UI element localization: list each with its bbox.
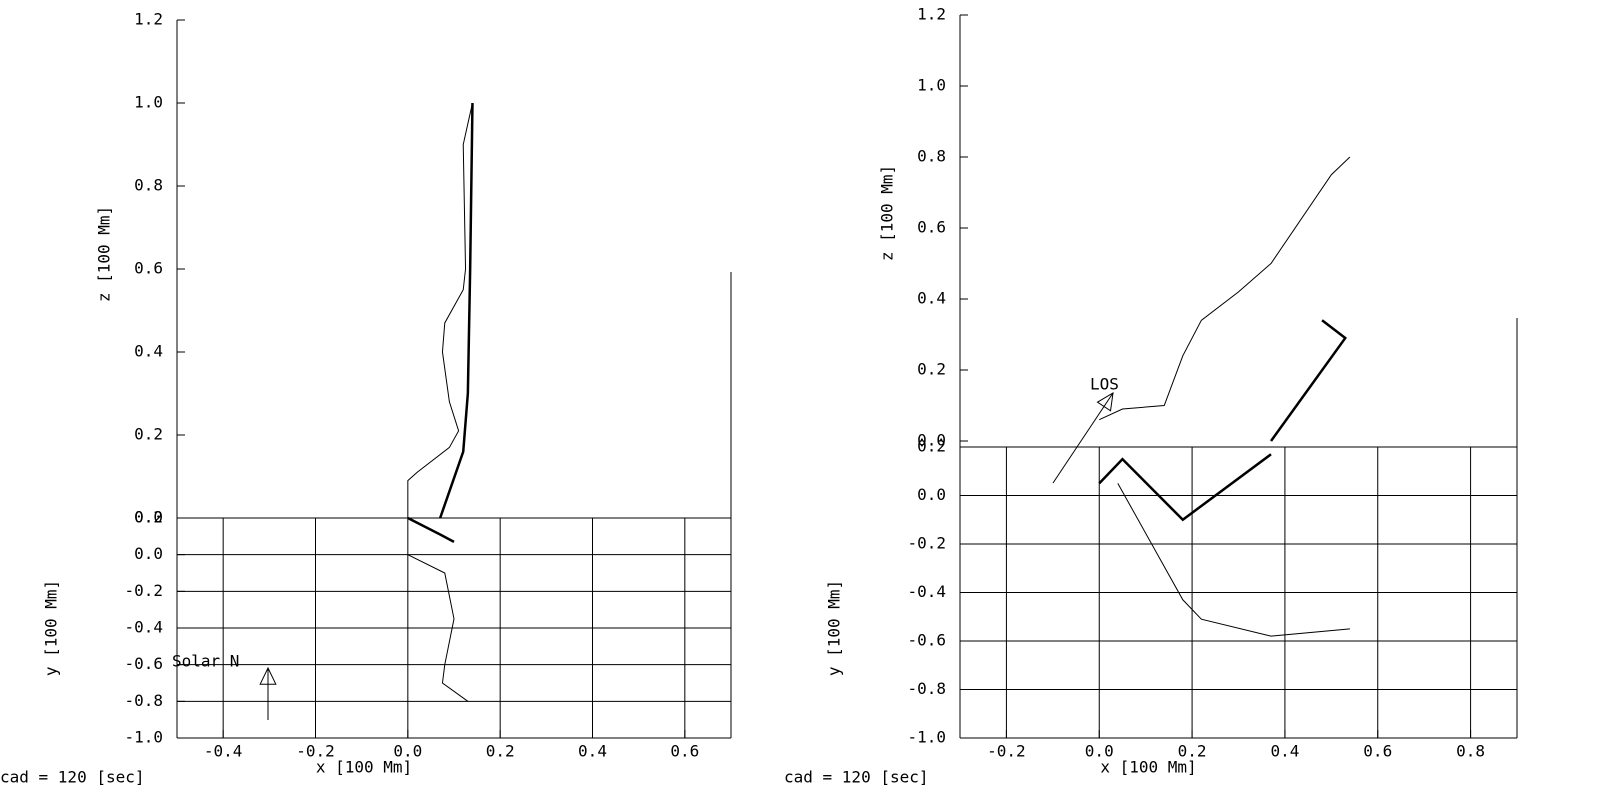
x-tick-label: 0.2 bbox=[486, 742, 515, 761]
x-axis-label: x [100 Mm] bbox=[316, 758, 412, 777]
z-tick-label: 1.0 bbox=[917, 76, 946, 95]
z-tick-label: 0.0 bbox=[134, 508, 163, 527]
y-tick-label: -0.6 bbox=[907, 631, 946, 650]
z-tick-label: 0.2 bbox=[134, 425, 163, 444]
loop-curve bbox=[438, 102, 474, 519]
arrow-head bbox=[1096, 392, 1114, 412]
annotation: Solar N bbox=[172, 652, 239, 671]
y-tick-label: 0.2 bbox=[134, 508, 163, 527]
y-axis-label: y [100 Mm] bbox=[825, 580, 844, 676]
y-tick-label: -0.4 bbox=[124, 618, 163, 637]
annotation: LOS bbox=[1090, 375, 1119, 394]
loop-curve bbox=[407, 102, 473, 518]
y-tick-label: -1.0 bbox=[907, 728, 946, 747]
loop-curve bbox=[407, 554, 469, 702]
y-axis-label: y [100 Mm] bbox=[42, 580, 61, 676]
x-tick-label: 0.4 bbox=[578, 742, 607, 761]
x-tick-label: -0.2 bbox=[987, 742, 1026, 761]
y-tick-label: 0.0 bbox=[134, 544, 163, 563]
loop-curve bbox=[1269, 319, 1347, 442]
z-tick-label: 1.2 bbox=[134, 10, 163, 29]
y-tick-label: 0.0 bbox=[917, 485, 946, 504]
z-tick-label: 1.2 bbox=[917, 5, 946, 24]
z-tick-label: 0.8 bbox=[134, 176, 163, 195]
caption: cad = 120 [sec] bbox=[784, 768, 929, 787]
z-axis-label: z [100 Mm] bbox=[95, 206, 114, 302]
y-tick-label: -0.4 bbox=[907, 582, 946, 601]
z-tick-label: 0.2 bbox=[917, 360, 946, 379]
x-tick-label: 0.0 bbox=[393, 742, 422, 761]
caption: cad = 120 [sec] bbox=[0, 768, 145, 787]
loop-curve bbox=[1117, 483, 1350, 637]
x-tick-label: 0.2 bbox=[1178, 742, 1207, 761]
y-tick-label: -0.6 bbox=[124, 654, 163, 673]
loop-curve bbox=[407, 516, 455, 543]
x-tick-label: 0.6 bbox=[670, 742, 699, 761]
z-axis-label: z [100 Mm] bbox=[878, 165, 897, 261]
x-axis-label: x [100 Mm] bbox=[1100, 758, 1196, 777]
y-tick-label: 0.2 bbox=[917, 437, 946, 456]
y-tick-label: -0.8 bbox=[907, 679, 946, 698]
z-tick-label: 0.0 bbox=[917, 431, 946, 450]
y-tick-label: -0.8 bbox=[124, 691, 163, 710]
x-tick-label: 0.4 bbox=[1270, 742, 1299, 761]
z-tick-label: 0.8 bbox=[917, 147, 946, 166]
y-tick-label: -0.2 bbox=[124, 581, 163, 600]
arrow-head bbox=[259, 666, 277, 685]
arrow-shaft bbox=[1052, 392, 1114, 484]
z-tick-label: 0.6 bbox=[917, 218, 946, 237]
x-tick-label: -0.2 bbox=[296, 742, 335, 761]
loop-curve bbox=[1098, 453, 1272, 522]
y-tick-label: -1.0 bbox=[124, 728, 163, 747]
x-tick-label: 0.8 bbox=[1456, 742, 1485, 761]
z-tick-label: 0.4 bbox=[917, 289, 946, 308]
z-tick-label: 1.0 bbox=[134, 93, 163, 112]
x-tick-label: -0.4 bbox=[204, 742, 243, 761]
z-tick-label: 0.6 bbox=[134, 259, 163, 278]
y-tick-label: -0.2 bbox=[907, 534, 946, 553]
loop-curve bbox=[1099, 156, 1351, 421]
x-tick-label: 0.0 bbox=[1085, 742, 1114, 761]
x-tick-label: 0.6 bbox=[1363, 742, 1392, 761]
z-tick-label: 0.4 bbox=[134, 342, 163, 361]
